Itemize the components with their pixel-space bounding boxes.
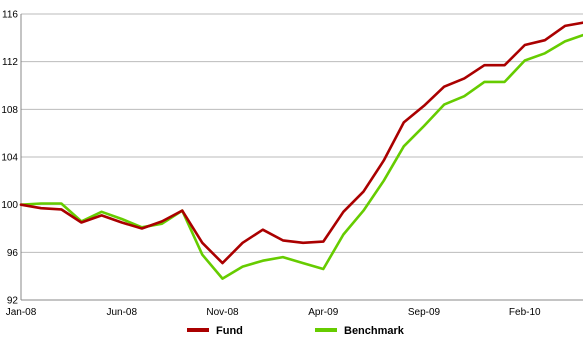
x-tick-label: Jun-08	[106, 307, 137, 318]
y-tick-label: 112	[2, 57, 18, 68]
y-tick-label: 96	[7, 248, 19, 259]
legend: Fund Benchmark	[187, 325, 405, 337]
y-tick-label: 100	[1, 200, 18, 211]
y-tick-label: 104	[1, 153, 18, 164]
gridlines	[21, 13, 583, 253]
x-tick-label: Sep-09	[408, 307, 441, 318]
y-tick-label: 92	[7, 296, 19, 307]
series-line-benchmark	[19, 33, 583, 280]
x-tick-labels: Jan-08 Jun-08 Nov-08 Apr-09 Sep-09 Feb-10	[6, 307, 541, 318]
y-tick-labels: 92 96 100 104 108 112 116	[1, 10, 18, 307]
series-line-fund	[19, 21, 583, 265]
x-tick-label: Apr-09	[308, 307, 338, 318]
series-lines	[19, 21, 583, 280]
legend-label-benchmark: Benchmark	[344, 325, 405, 337]
y-tick-label: 108	[1, 105, 18, 116]
x-tick-label: Feb-10	[509, 307, 541, 318]
y-tick-label: 116	[2, 10, 18, 21]
legend-label-fund: Fund	[216, 325, 243, 337]
axes	[20, 14, 583, 301]
x-tick-label: Nov-08	[206, 307, 239, 318]
x-tick-label: Jan-08	[6, 307, 37, 318]
